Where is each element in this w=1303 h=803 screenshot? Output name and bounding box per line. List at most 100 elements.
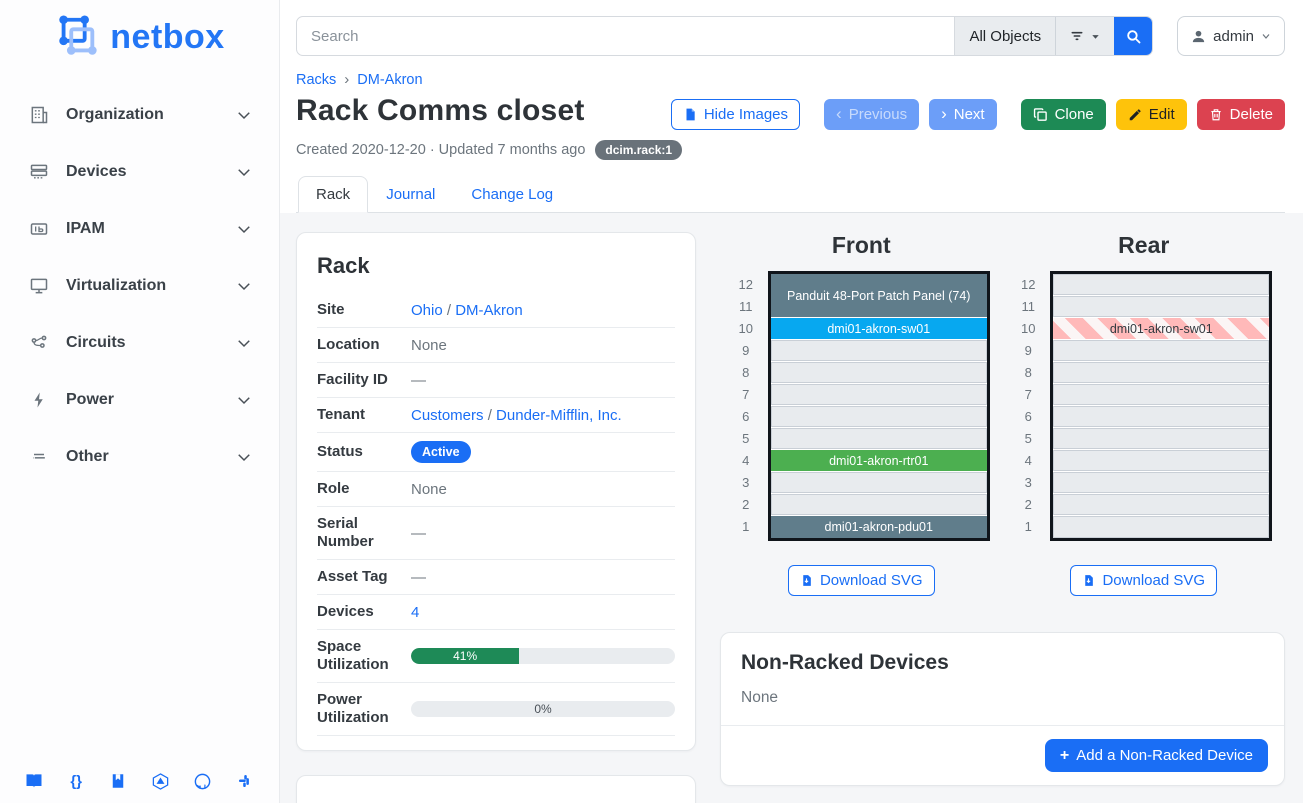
user-menu-button[interactable]: admin [1177,16,1285,56]
search-input[interactable] [297,17,955,55]
chevron-down-icon [235,277,253,295]
front-unit-numbers: 12 11 10 9 8 7 6 5 4 3 2 1 [733,271,759,538]
slack-icon[interactable] [235,771,255,791]
table-row-devices: Devices 4 [317,595,675,630]
rack-unit-empty [1053,472,1270,494]
previous-button[interactable]: ‹ Previous [824,99,920,130]
object-meta-row: Created 2020-12-20 · Updated 7 months ag… [296,140,1285,160]
chevron-down-icon [235,334,253,352]
tab-journal[interactable]: Journal [386,186,436,203]
api-braces-icon[interactable]: {} [70,772,83,790]
filter-funnel-icon [1071,31,1083,41]
front-download-svg-button[interactable]: Download SVG [787,565,935,596]
delete-button[interactable]: Delete [1196,99,1285,130]
journal-icon[interactable] [108,771,128,791]
ip-address-icon [28,218,50,240]
rack-device[interactable]: dmi01-akron-pdu01 [770,516,987,538]
chevron-right-icon: › [941,104,947,123]
unit-number: 4 [1024,453,1032,468]
sidebar-item-other[interactable]: Other [0,428,279,485]
rack-unit-empty [1053,428,1270,450]
sidebar-item-devices[interactable]: Devices [0,143,279,200]
rack-unit-empty [770,362,987,384]
breadcrumb-separator: › [344,71,350,88]
server-stack-icon [28,161,50,183]
search-group: All Objects [296,16,1154,56]
space-utilization-fill: 41% [411,648,520,664]
rack-unit-empty [1053,494,1270,516]
unit-number: 5 [742,431,750,446]
unit-number: 3 [742,475,750,490]
rear-unit-numbers: 12 11 10 9 8 7 6 5 4 3 2 1 [1015,271,1041,538]
right-column: Front 12 11 10 9 8 7 6 5 4 3 2 1 Panduit 48-Port Pa… [720,232,1285,803]
trash-icon [1210,109,1221,121]
unit-number: 6 [1024,409,1032,424]
sidebar-item-organization[interactable]: Organization [0,86,279,143]
tab-bar: Rack Journal Change Log [296,176,1285,213]
site-link[interactable]: DM-Akron [455,301,523,319]
building-icon [28,104,50,126]
object-type-label[interactable]: All Objects [969,27,1042,45]
breadcrumb-site-link[interactable]: DM-Akron [357,71,423,88]
table-row-serial-number: Serial Number — [317,507,675,560]
sidebar-item-ipam[interactable]: IPAM [0,200,279,257]
github-icon[interactable] [193,771,213,791]
search-submit-button[interactable] [1114,17,1153,55]
object-id-badge: dcim.rack:1 [595,140,683,160]
rear-elevation-title: Rear [1118,232,1170,258]
power-utilization-bar: 0% [411,701,675,717]
graphql-icon[interactable] [151,771,171,791]
netbox-logo[interactable]: netbox [0,0,279,70]
plus-icon: + [1059,746,1070,764]
edit-button[interactable]: Edit [1115,99,1187,130]
unit-number: 9 [1024,343,1032,358]
non-racked-body: None [721,683,1284,726]
lines-icon [28,446,50,468]
table-row-role: Role None [317,472,675,507]
add-non-racked-device-button[interactable]: + Add a Non-Racked Device [1044,739,1268,772]
page-header: All Objects [280,0,1303,213]
rack-device[interactable]: dmi01-akron-sw01 [1053,318,1270,340]
docs-book-icon[interactable] [24,771,44,791]
rack-device[interactable]: dmi01-akron-sw01 [770,318,987,340]
unit-number: 2 [742,497,750,512]
tenant-group-link[interactable]: Customers [411,406,484,424]
site-region-link[interactable]: Ohio [411,301,443,319]
clone-button[interactable]: Clone [1020,99,1106,130]
tenant-link[interactable]: Dunder-Mifflin, Inc. [496,406,622,424]
breadcrumb-racks-link[interactable]: Racks [296,71,337,88]
rack-device[interactable]: dmi01-akron-rtr01 [770,450,987,472]
hide-images-button[interactable]: Hide Images [670,99,801,130]
chevron-down-icon [235,448,253,466]
role-value: None [411,480,447,498]
sidebar-item-virtualization[interactable]: Virtualization [0,257,279,314]
sidebar-item-circuits[interactable]: Circuits [0,314,279,371]
sidebar-item-label: Power [66,390,115,408]
front-elevation: Front 12 11 10 9 8 7 6 5 4 3 2 1 Panduit 48-Port Pa… [720,232,1003,596]
rear-download-svg-button[interactable]: Download SVG [1070,565,1218,596]
devices-count-link[interactable]: 4 [411,603,420,621]
rack-unit-empty [770,406,987,428]
image-file-icon [686,108,695,121]
rack-elevations: Front 12 11 10 9 8 7 6 5 4 3 2 1 Panduit 48-Port Pa… [720,232,1285,596]
tab-change-log[interactable]: Change Log [471,186,554,203]
pencil-icon [1129,108,1141,120]
download-file-icon [1085,575,1094,586]
action-buttons: Hide Images ‹ Previous › Next Clone [670,99,1285,130]
unit-number: 11 [739,299,753,314]
netbox-logo-text: netbox [110,17,225,56]
next-button[interactable]: › Next [929,99,997,130]
sidebar-item-power[interactable]: Power [0,371,279,428]
rack-unit-empty [1053,296,1270,318]
chevron-down-icon [235,220,253,238]
rack-device[interactable]: Panduit 48-Port Patch Panel (74) [770,274,987,318]
unit-number: 8 [742,365,750,380]
table-row-site: Site Ohio / DM-Akron [317,293,675,328]
rack-unit-empty [1053,340,1270,362]
main-area: All Objects [280,0,1303,803]
sidebar-item-label: Devices [66,162,127,180]
search-filter-dropdown[interactable] [1055,17,1114,55]
sidebar-item-label: Circuits [66,333,126,351]
tab-rack[interactable]: Rack [298,176,369,213]
unit-number: 9 [742,343,750,358]
